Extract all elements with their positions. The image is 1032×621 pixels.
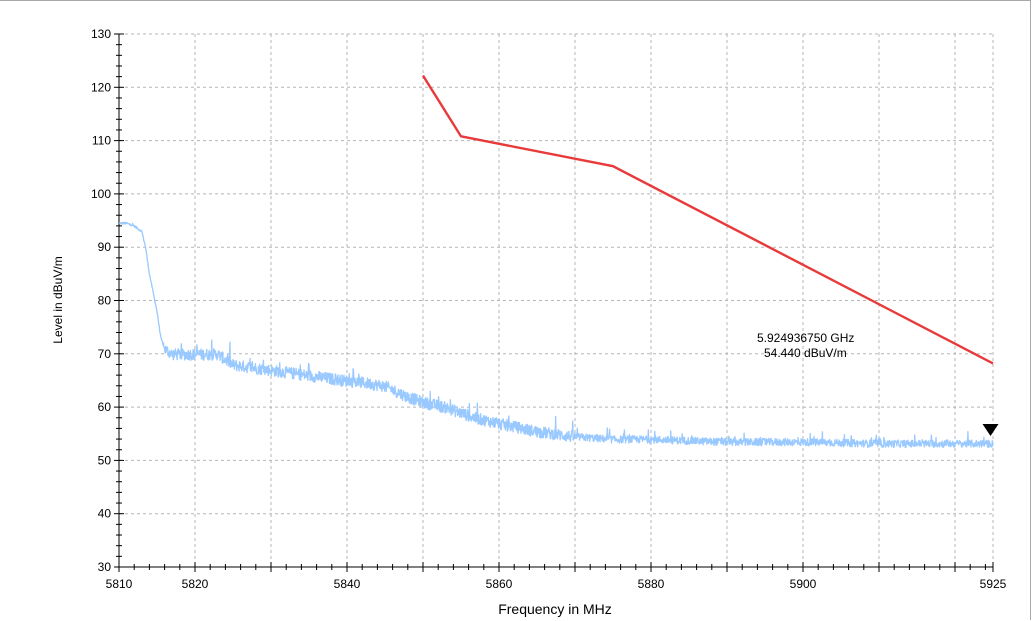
x-tick-label-5925: 5925 [980, 577, 1007, 591]
measured-trace [118, 221, 994, 449]
marker-triangle-icon [982, 424, 999, 436]
x-tick-label-5810: 5810 [106, 577, 133, 591]
y-axis-title: Level in dBuV/m [51, 256, 65, 343]
y-tick-label-110: 110 [92, 134, 111, 148]
x-axis-title: Frequency in MHz [498, 601, 612, 617]
tick-labels: 30 40 50 60 70 80 90 100 110 120 130 5810 5820 5840 58… [91, 27, 1007, 591]
y-tick-label-90: 90 [98, 240, 112, 254]
y-tick-label-60: 60 [98, 400, 112, 414]
y-tick-label-70: 70 [98, 347, 112, 361]
x-tick-label-5820: 5820 [182, 577, 209, 591]
y-tick-label-50: 50 [98, 453, 112, 467]
y-tick-label-100: 100 [91, 187, 111, 201]
marker: 5.924936750 GHz 54.440 dBuV/m [757, 331, 999, 436]
marker-frequency-readout: 5.924936750 GHz [757, 331, 854, 345]
x-tick-label-5860: 5860 [486, 577, 513, 591]
axes [118, 34, 993, 568]
x-tick-label-5880: 5880 [638, 577, 665, 591]
grid [118, 33, 994, 568]
x-tick-label-5840: 5840 [334, 577, 361, 591]
y-tick-label-120: 120 [91, 80, 111, 94]
marker-level-readout: 54.440 dBuV/m [764, 346, 847, 360]
y-tick-label-40: 40 [98, 507, 112, 521]
y-tick-label-30: 30 [98, 560, 112, 574]
y-tick-label-130: 130 [91, 27, 111, 41]
x-tick-label-5900: 5900 [790, 577, 817, 591]
series [118, 74, 994, 449]
limit-line [421, 74, 994, 365]
axis-ticks [114, 33, 994, 572]
y-tick-label-80: 80 [98, 294, 112, 308]
